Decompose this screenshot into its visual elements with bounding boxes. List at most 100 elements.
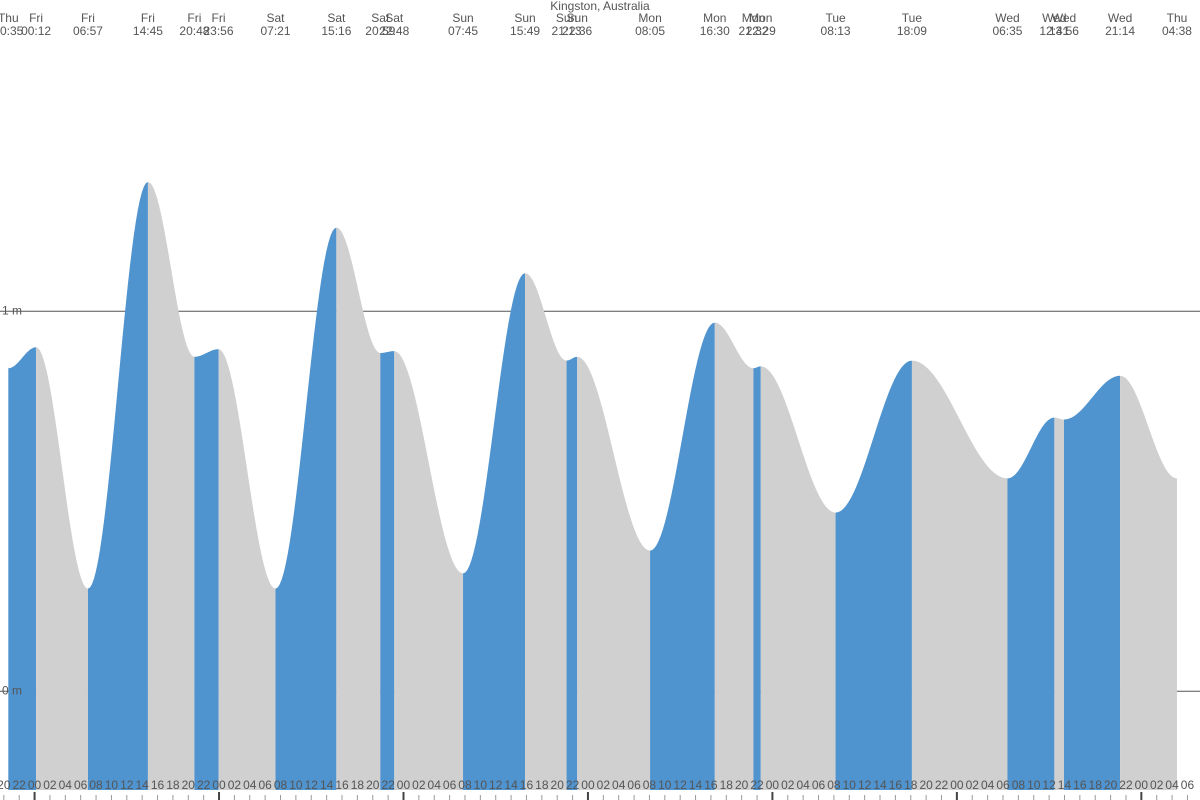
- extreme-day: Mon: [638, 11, 661, 25]
- x-tick-label: 12: [305, 778, 319, 792]
- falling-area: [525, 273, 567, 790]
- extreme-time: 13:56: [1049, 24, 1079, 38]
- x-tick-label: 16: [520, 778, 534, 792]
- x-tick-label: 22: [197, 778, 211, 792]
- extreme-time: 14:45: [133, 24, 163, 38]
- falling-area: [218, 349, 276, 790]
- falling-area: [336, 227, 381, 791]
- x-tick-label: 06: [74, 778, 88, 792]
- extreme-day: Mon: [749, 11, 772, 25]
- x-tick-label: 12: [674, 778, 688, 792]
- extreme-time: 15:49: [510, 24, 540, 38]
- x-tick-label: 12: [120, 778, 134, 792]
- x-tick-label: 20: [1104, 778, 1118, 792]
- extreme-day: Sun: [567, 11, 588, 25]
- extreme-time: 08:13: [821, 24, 851, 38]
- x-tick-label: 20: [551, 778, 565, 792]
- x-tick-label: 10: [843, 778, 857, 792]
- rising-area: [566, 356, 578, 790]
- extreme-time: 12:41: [1039, 24, 1069, 38]
- x-tick-label: 10: [105, 778, 119, 792]
- x-tick-label: 08: [274, 778, 288, 792]
- rising-area: [753, 366, 761, 790]
- extreme-day: Wed: [1108, 11, 1132, 25]
- extreme-time: 23:56: [203, 24, 233, 38]
- extreme-day: Sat: [385, 11, 404, 25]
- x-tick-label: 22: [935, 778, 949, 792]
- x-tick-label: 02: [966, 778, 980, 792]
- x-tick-label: 10: [289, 778, 303, 792]
- extreme-time: 16:30: [700, 24, 730, 38]
- extreme-day: Thu: [1167, 11, 1188, 25]
- extreme-day: Wed: [1042, 11, 1066, 25]
- x-tick-label: 04: [796, 778, 810, 792]
- y-tick-label: 1 m: [2, 303, 22, 317]
- x-tick-label: 02: [597, 778, 611, 792]
- x-tick-label: 02: [43, 778, 57, 792]
- x-tick-label: 22: [13, 778, 27, 792]
- x-tick-label: 18: [351, 778, 365, 792]
- x-tick-label: 20: [182, 778, 196, 792]
- extreme-time: 22:36: [562, 24, 592, 38]
- extreme-time: 18:09: [897, 24, 927, 38]
- y-tick-label: 0 m: [2, 683, 22, 697]
- extreme-time: 06:57: [73, 24, 103, 38]
- x-tick-label: 06: [627, 778, 641, 792]
- extreme-day: Fri: [141, 11, 155, 25]
- x-tick-label: 14: [689, 778, 703, 792]
- x-tick-label: 08: [458, 778, 472, 792]
- rising-area: [194, 349, 219, 790]
- x-tick-label: 18: [720, 778, 734, 792]
- extreme-time: 06:35: [992, 24, 1022, 38]
- falling-area: [1054, 417, 1064, 790]
- falling-area: [394, 351, 464, 790]
- extreme-time: 20:48: [179, 24, 209, 38]
- x-tick-label: 18: [904, 778, 918, 792]
- x-tick-label: 06: [1181, 778, 1195, 792]
- rising-area: [1063, 375, 1121, 790]
- x-tick-label: 18: [1089, 778, 1103, 792]
- x-tick-label: 22: [566, 778, 580, 792]
- extreme-day: Sun: [556, 11, 577, 25]
- extreme-time: 07:21: [261, 24, 291, 38]
- x-tick-label: 20: [919, 778, 933, 792]
- extreme-day: Fri: [212, 11, 226, 25]
- x-tick-label: 02: [412, 778, 426, 792]
- extreme-day: Wed: [995, 11, 1019, 25]
- x-tick-label: 06: [996, 778, 1010, 792]
- x-tick-label: 00: [950, 778, 964, 792]
- falling-area: [1120, 375, 1177, 790]
- falling-area: [36, 347, 88, 790]
- x-tick-label: 08: [643, 778, 657, 792]
- x-tick-label: 14: [504, 778, 518, 792]
- rising-area: [275, 227, 337, 791]
- x-tick-label: 14: [320, 778, 334, 792]
- extreme-day: Fri: [187, 11, 201, 25]
- x-tick-label: 14: [873, 778, 887, 792]
- extreme-day: Tue: [902, 11, 923, 25]
- extreme-time: 21:13: [552, 24, 582, 38]
- x-tick-label: 22: [1119, 778, 1133, 792]
- falling-area: [760, 366, 836, 790]
- x-tick-label: 10: [474, 778, 488, 792]
- x-tick-label: 16: [335, 778, 349, 792]
- x-tick-label: 20: [735, 778, 749, 792]
- x-tick-label: 00: [581, 778, 595, 792]
- x-tick-label: 20: [0, 778, 11, 792]
- x-tick-label: 04: [428, 778, 442, 792]
- extreme-time: 22:29: [746, 24, 776, 38]
- rising-area: [8, 347, 37, 790]
- x-tick-label: 04: [1165, 778, 1179, 792]
- rising-area: [1007, 417, 1055, 790]
- extreme-day: Sat: [267, 11, 286, 25]
- x-tick-label: 14: [1058, 778, 1072, 792]
- extreme-day: Mon: [703, 11, 726, 25]
- x-tick-label: 04: [59, 778, 73, 792]
- x-tick-label: 12: [1042, 778, 1056, 792]
- x-tick-label: 14: [135, 778, 149, 792]
- x-tick-label: 00: [766, 778, 780, 792]
- x-tick-label: 16: [1073, 778, 1087, 792]
- x-tick-label: 08: [827, 778, 841, 792]
